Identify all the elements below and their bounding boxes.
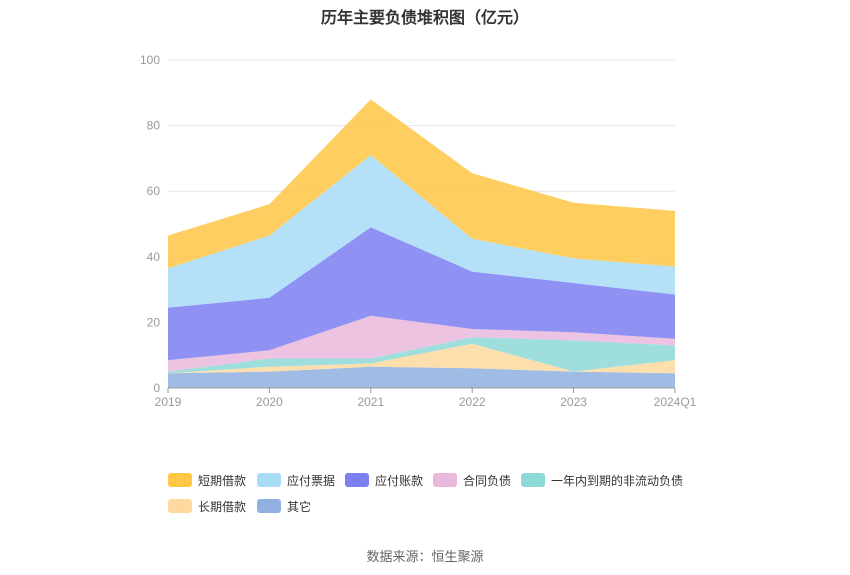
y-tick-label: 60 [147, 184, 161, 198]
legend-item-long-term-borrowing[interactable]: 长期借款 [168, 498, 246, 514]
legend-swatch-accounts-payable [345, 473, 369, 487]
legend-label: 一年内到期的非流动负债 [551, 473, 684, 488]
area-series-一年内到期的非流动负债[interactable] [168, 337, 675, 374]
x-tick-label: 2019 [155, 395, 182, 409]
y-tick-label: 40 [147, 250, 161, 264]
y-tick-label: 80 [147, 119, 161, 133]
x-tick-label: 2023 [560, 395, 587, 409]
x-tick-label: 2021 [357, 395, 384, 409]
y-tick-label: 20 [147, 315, 161, 329]
axes: 0 20 40 60 80 100 2019 2020 2021 2022 2023 2024Q1 [140, 53, 697, 409]
source-note: 数据来源：恒生聚源 [366, 549, 484, 564]
legend-item-notes-payable[interactable]: 应付票据 [257, 472, 335, 488]
legend-swatch-current-noncurrent-liabilities [521, 473, 545, 487]
legend-swatch-other [257, 499, 281, 513]
area-series-长期借款[interactable] [168, 343, 675, 374]
legend-swatch-notes-payable [257, 473, 281, 487]
legend-swatch-long-term-borrowing [168, 499, 192, 513]
legend-label: 应付账款 [375, 473, 424, 488]
legend-label: 长期借款 [198, 499, 247, 514]
legend-label: 合同负债 [463, 473, 512, 488]
legend-swatch-contract-liabilities [433, 473, 457, 487]
chart-title: 历年主要负债堆积图（亿元） [320, 10, 529, 27]
legend-item-accounts-payable[interactable]: 应付账款 [345, 472, 423, 488]
legend-item-contract-liabilities[interactable]: 合同负债 [433, 472, 511, 488]
legend-swatch-short-term-borrowing [168, 473, 192, 487]
legend-item-short-term-borrowing[interactable]: 短期借款 [168, 472, 246, 488]
legend-item-current-noncurrent-liabilities[interactable]: 一年内到期的非流动负债 [521, 472, 683, 488]
area-series-应付票据[interactable] [168, 155, 675, 308]
area-series-其它[interactable] [168, 366, 675, 388]
x-tick-label: 2022 [459, 395, 486, 409]
legend-label: 应付票据 [287, 473, 336, 488]
legend-item-other[interactable]: 其它 [257, 498, 311, 514]
y-tick-label: 100 [140, 53, 160, 67]
area-series-应付账款[interactable] [168, 227, 675, 361]
area-series-合同负债[interactable] [168, 315, 675, 372]
x-tick-label: 2020 [256, 395, 283, 409]
y-tick-label: 0 [153, 381, 160, 395]
area-series-layer [168, 99, 675, 388]
legend-label: 短期借款 [198, 473, 247, 488]
x-tick-label: 2024Q1 [654, 395, 697, 409]
legend-label: 其它 [287, 499, 312, 514]
area-series-短期借款[interactable] [168, 99, 675, 269]
